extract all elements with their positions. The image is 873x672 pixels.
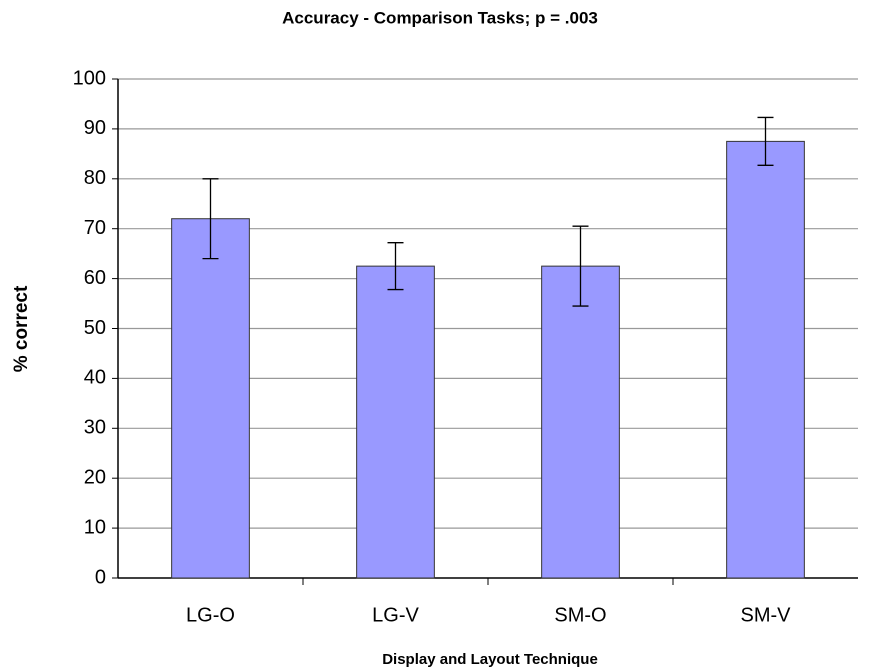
y-tick-label: 40 [84,367,106,389]
y-tick-label: 20 [84,466,106,488]
x-tick-label: LG-O [186,604,235,626]
y-tick-label: 90 [84,117,106,139]
y-tick-label: 30 [84,417,106,439]
error-bar [757,116,774,166]
error-bar [202,178,219,260]
x-tick-label: LG-V [372,604,419,626]
y-tick-label: 10 [84,516,106,538]
y-tick-label: 0 [95,566,106,588]
y-tick-label: 50 [84,317,106,339]
x-tick-label: SM-O [554,604,606,626]
y-tick-label: 80 [84,167,106,189]
x-axis-label: Display and Layout Technique [382,651,598,668]
y-tick-label: 60 [84,267,106,289]
bar [356,265,435,579]
error-bar [387,242,404,291]
error-bar [572,225,589,307]
chart-title: Accuracy - Comparison Tasks; p = .003 [282,8,598,27]
y-axis-label: % correct [11,285,32,372]
y-tick-label: 100 [73,67,106,89]
bar [171,218,250,579]
x-tick-label: SM-V [741,604,792,626]
y-tick-label: 70 [84,217,106,239]
bar [726,140,805,579]
bar [541,265,620,579]
